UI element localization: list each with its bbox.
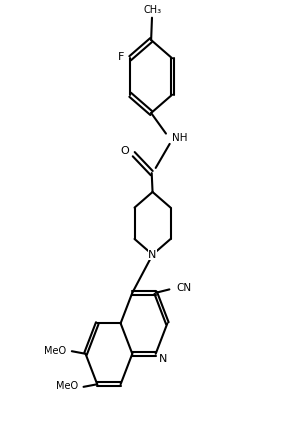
- Text: MeO: MeO: [56, 381, 78, 391]
- Text: F: F: [118, 52, 124, 62]
- Text: CN: CN: [177, 283, 192, 293]
- Text: N: N: [159, 354, 168, 364]
- Text: O: O: [120, 146, 129, 156]
- Text: CH₃: CH₃: [143, 5, 161, 15]
- Text: N: N: [148, 250, 157, 260]
- Text: NH: NH: [172, 133, 187, 143]
- Text: MeO: MeO: [44, 346, 66, 356]
